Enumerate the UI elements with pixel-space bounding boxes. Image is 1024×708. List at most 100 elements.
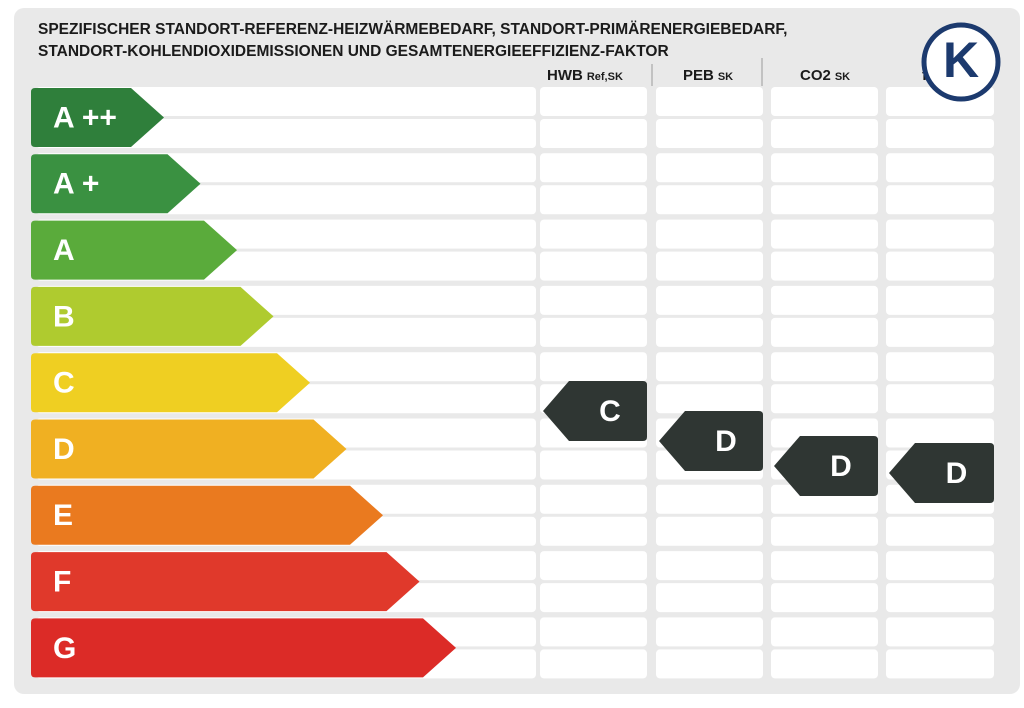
logo-text: K [943, 32, 979, 88]
cell [540, 185, 647, 215]
cell [771, 384, 878, 414]
cell [771, 649, 878, 679]
cell [540, 352, 647, 382]
class-label: D [53, 433, 75, 466]
cell [886, 185, 994, 215]
cell [540, 484, 647, 514]
cell [540, 285, 647, 315]
class-bars: A ++ A + AB CDE FG [31, 88, 456, 678]
column-sub: SK [835, 71, 850, 83]
cell [656, 352, 763, 382]
class-label: E [53, 499, 73, 532]
cell [886, 649, 994, 679]
cell [540, 219, 647, 249]
class-bar [31, 618, 456, 678]
cell [886, 119, 994, 148]
cell [886, 219, 994, 249]
class-bar [31, 353, 310, 413]
class-label: A + [53, 168, 99, 201]
cell [656, 251, 763, 281]
class-label: A [53, 234, 75, 267]
column-label: PEB [683, 67, 714, 84]
cell [540, 317, 647, 347]
cell [771, 583, 878, 613]
cell [886, 551, 994, 581]
cell [886, 617, 994, 647]
class-bar [31, 154, 201, 214]
cell [656, 185, 763, 215]
cell [771, 185, 878, 215]
cell [886, 153, 994, 183]
cell [540, 583, 647, 613]
rating-label: D [830, 450, 852, 483]
column-sub: SK [718, 71, 733, 83]
column-label: CO2 [800, 67, 831, 84]
class-bar [31, 419, 347, 479]
cell [656, 119, 763, 148]
cell [771, 119, 878, 148]
cell [771, 219, 878, 249]
cell [771, 251, 878, 281]
cell [540, 551, 647, 581]
cell [540, 450, 647, 480]
rating-arrow [659, 411, 763, 471]
cell [656, 87, 763, 116]
cell [656, 551, 763, 581]
cell [771, 317, 878, 347]
cell [771, 285, 878, 315]
row-stripe [36, 87, 536, 116]
cell [656, 219, 763, 249]
rating-label: C [599, 395, 621, 428]
cell [886, 516, 994, 546]
class-label: B [53, 300, 75, 333]
cell [656, 317, 763, 347]
cell [886, 583, 994, 613]
cell [656, 516, 763, 546]
logo-ring [921, 22, 1001, 102]
class-bar [31, 88, 164, 147]
cell [771, 551, 878, 581]
class-label: F [53, 566, 71, 599]
column-sub: Ref,SK [587, 71, 623, 83]
cell [656, 484, 763, 514]
cell [771, 87, 878, 116]
cell [886, 352, 994, 382]
cell [540, 516, 647, 546]
cell [540, 119, 647, 148]
row-stripe [36, 119, 536, 148]
ratings: C D D D [543, 381, 994, 503]
cell [771, 516, 878, 546]
rating-arrow [774, 436, 878, 496]
column-head: CO2 SK [800, 67, 850, 84]
cell [540, 87, 647, 116]
cell [540, 617, 647, 647]
cell [886, 418, 994, 448]
cell [886, 251, 994, 281]
class-label: A ++ [53, 101, 117, 134]
title-line: SPEZIFISCHER STANDORT-REFERENZ-HEIZWÄRME… [38, 21, 787, 38]
column-label: HWB [547, 67, 583, 84]
cell [656, 384, 763, 414]
rating-label: D [946, 457, 968, 490]
class-label: G [53, 632, 76, 665]
cell [656, 649, 763, 679]
cell [656, 583, 763, 613]
cell [656, 285, 763, 315]
rating-label: D [715, 425, 737, 458]
class-bar [31, 485, 383, 545]
cell [771, 153, 878, 183]
rating-arrow [543, 381, 647, 441]
class-bar [31, 552, 420, 612]
rating-arrow [889, 443, 994, 503]
logo: K [921, 22, 1001, 102]
class-bar [31, 286, 274, 346]
cell [540, 153, 647, 183]
cell [656, 617, 763, 647]
column-head: HWB Ref,SK [547, 67, 623, 84]
cell [540, 251, 647, 281]
cell [540, 649, 647, 679]
class-bar [31, 220, 237, 280]
cell [886, 384, 994, 414]
cell [771, 352, 878, 382]
cell [656, 153, 763, 183]
